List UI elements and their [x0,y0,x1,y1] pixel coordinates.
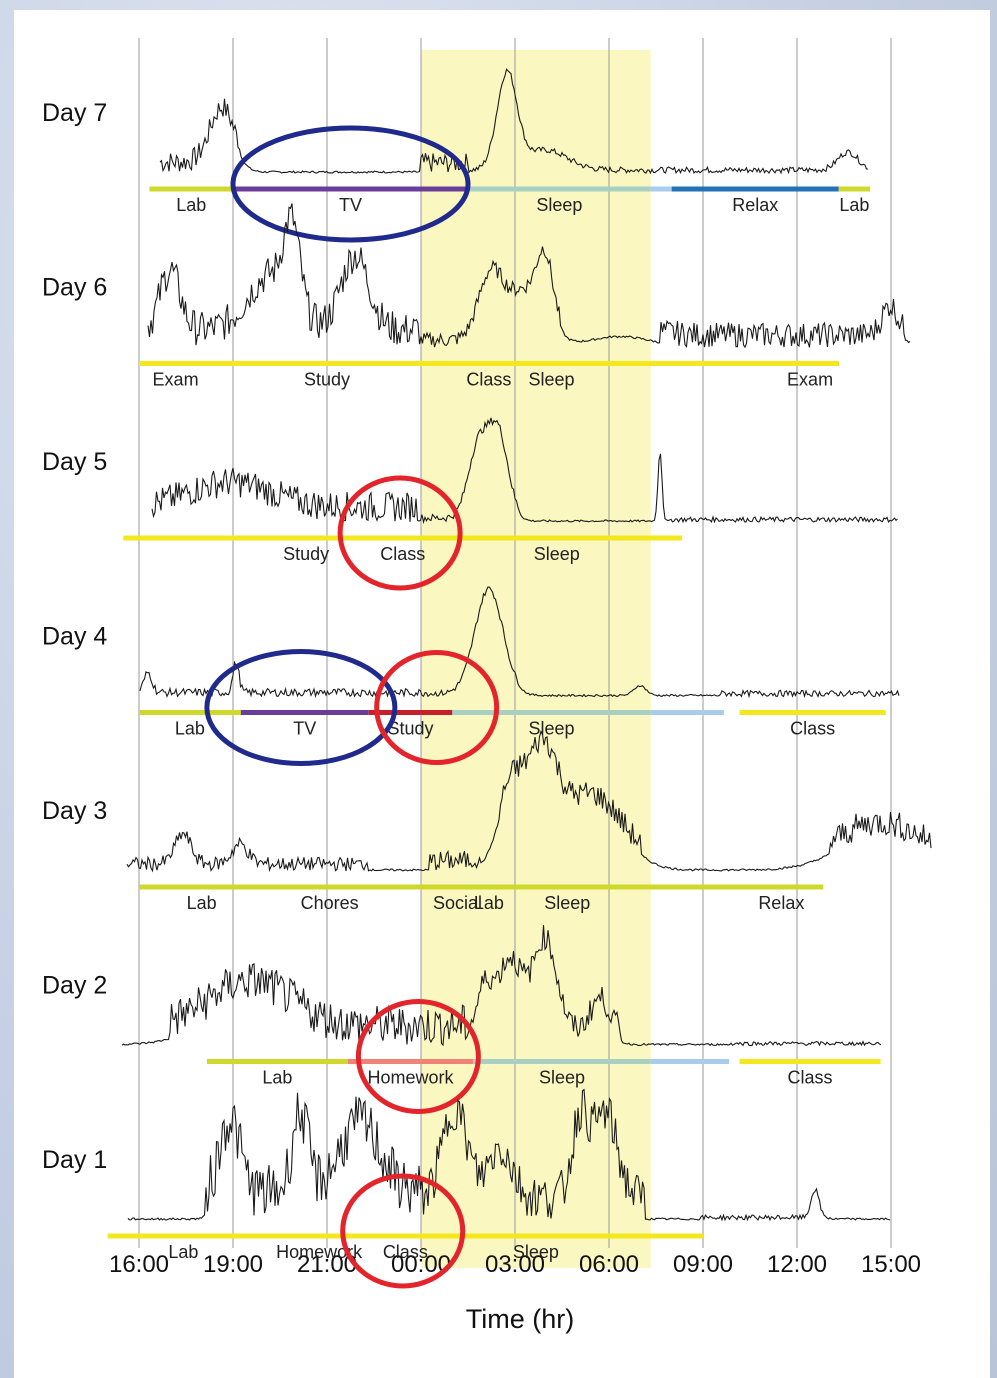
activity-label-class: Class [380,544,425,564]
activity-label-sleep: Sleep [529,370,575,390]
activity-label-class: Class [466,370,511,390]
day-label: Day 5 [42,448,107,476]
x-tick-label: 19:00 [203,1251,263,1278]
activity-trace [126,730,932,873]
x-tick-label: 09:00 [673,1251,733,1278]
x-tick-label: 03:00 [485,1251,545,1278]
activity-label-lab: Lab [175,719,205,739]
x-tick-label: 16:00 [109,1251,169,1278]
red-highlight-ellipse [337,475,463,591]
activity-label-sleep: Sleep [534,544,580,564]
day-row-1: Day 1 Lab Homework Sleep Class [42,1088,891,1289]
red-highlight-ellipse [374,650,500,765]
activity-trace [139,586,900,699]
night-shading [421,50,651,1268]
day-row-2: Day 2 Lab Homework Sleep Class [42,925,882,1114]
activity-label-relax: Relax [758,893,804,913]
red-highlight-ellipse [355,999,481,1114]
activity-trace [121,925,882,1047]
day-label: Day 2 [42,972,107,1000]
activity-label-tv: TV [339,195,362,215]
red-highlight-ellipse [340,1173,466,1289]
activity-trace [127,1088,891,1222]
activity-label-social: Social [433,893,482,913]
day-label: Day 7 [42,99,107,127]
activity-label-lab: Lab [262,1068,292,1088]
activity-label-chores: Chores [301,893,359,913]
day-row-7: Day 7 Lab TV Sleep Relax Lab [42,68,871,243]
activity-label-lab: Lab [839,195,869,215]
activity-label-class: Class [788,1068,833,1088]
day-label: Day 4 [42,623,107,651]
blue-highlight-ellipse [204,649,398,766]
activity-label-homework: Homework [276,1242,363,1262]
day-label: Day 6 [42,274,107,302]
day-row-3: Day 3 Lab Chores Social Sleep Relax Lab [42,730,932,913]
activity-trace [147,203,911,349]
activity-label-sleep: Sleep [513,1242,559,1262]
activity-label-class: Class [790,719,835,739]
activity-trace [159,68,868,175]
activity-label-sleep: Sleep [536,195,582,215]
x-tick-label: 15:00 [861,1251,921,1278]
day-label: Day 3 [42,797,107,825]
activity-trace [151,417,898,525]
blue-highlight-ellipse [230,125,471,243]
activity-label-study: Study [283,544,329,564]
activity-label-lab: Lab [474,893,504,913]
activity-label-relax: Relax [732,195,778,215]
activity-label-lab: Lab [187,893,217,913]
activity-label-study: Study [388,719,434,739]
activity-label-sleep: Sleep [539,1068,585,1088]
activity-label-sleep: Sleep [544,893,590,913]
x-tick-label: 12:00 [767,1251,827,1278]
activity-label-tv: TV [293,719,316,739]
activity-label-homework: Homework [368,1068,455,1088]
activity-label-lab: Lab [176,195,206,215]
activity-label-exam: Exam [153,370,199,390]
activity-label-study: Study [304,370,350,390]
day-row-5: Day 5 Study Sleep Class [42,417,898,591]
day-row-6: Day 6 Exam Study Sleep Exam Class [42,203,911,390]
x-axis-title: Time (hr) [466,1304,575,1334]
activity-label-exam: Exam [787,370,833,390]
activity-label-lab: Lab [168,1242,198,1262]
day-label: Day 1 [42,1146,107,1174]
activity-label-sleep: Sleep [529,719,575,739]
x-tick-label: 06:00 [579,1251,639,1278]
activity-label-class: Class [383,1242,428,1262]
